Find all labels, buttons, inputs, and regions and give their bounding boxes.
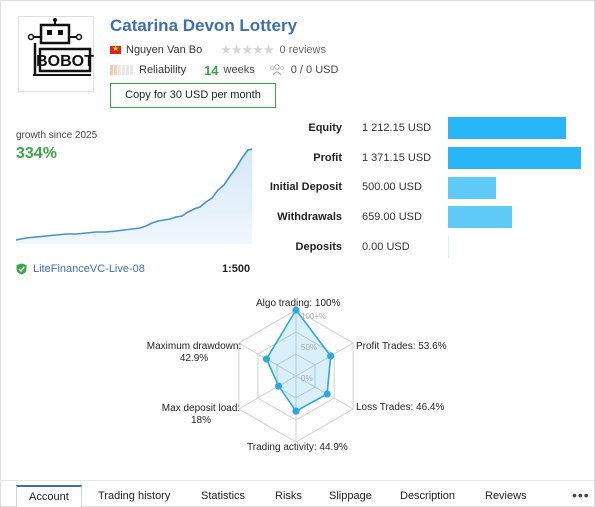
tab-statistics[interactable]: Statistics [201, 490, 246, 502]
signal-title[interactable]: Catarina Devon Lottery [110, 16, 298, 35]
radar-spoke-2 [295, 342, 354, 377]
copy-signal-button[interactable]: Copy for 30 USD per month [110, 83, 276, 108]
radar-label-max-deposit-load: Max deposit load: 18% [156, 403, 246, 427]
radar-label-trading-activity: Trading activity: 44.9% [247, 442, 348, 453]
author-row: Nguyen Van Bo ★★★★★ 0 reviews [110, 42, 326, 57]
more-tabs-icon[interactable]: ••• [572, 487, 590, 503]
stat-value-equity: 1 212.15 USD [362, 122, 432, 134]
stats-row: Reliability 14 weeks 0 / 0 USD [110, 62, 338, 78]
tab-description[interactable]: Description [400, 490, 456, 502]
stat-value-deposits: 0.00 USD [362, 241, 410, 253]
leverage-value: 1:500 [222, 263, 251, 275]
stat-bar-withdrawals [448, 206, 512, 228]
stat-label-initial-deposit: Initial Deposit [269, 181, 342, 193]
verified-shield-icon [16, 263, 27, 275]
logo-text: BOBOT [36, 53, 94, 70]
max-deposit-load-title: Max deposit load: [161, 403, 241, 414]
radar-label-profit-trades: Profit Trades: 53.6% [356, 341, 447, 352]
radar-scale-0: 0% [301, 374, 313, 383]
weeks-label: weeks [223, 64, 255, 76]
tab-bar: Account Trading history Statistics Risks… [0, 480, 595, 507]
growth-label: growth since 2025 [16, 130, 98, 141]
growth-value: 334% [16, 145, 57, 162]
stat-label-withdrawals: Withdrawals [277, 211, 342, 223]
radar-scale-50: 50% [301, 343, 317, 352]
tab-trading-history[interactable]: Trading history [98, 490, 171, 502]
stat-label-profit: Profit [313, 152, 342, 164]
radar-shape [265, 308, 332, 413]
growth-line [16, 148, 252, 241]
tab-slippage[interactable]: Slippage [329, 490, 372, 502]
robot-logo-icon: BOBOT [27, 18, 94, 76]
stat-value-initial-deposit: 500.00 USD [362, 181, 422, 193]
reliability-label: Reliability [139, 64, 187, 76]
stat-label-deposits: Deposits [295, 241, 342, 253]
vietnam-flag-icon [110, 43, 121, 55]
subscribers-value: 0 / 0 USD [290, 64, 339, 76]
radar-point-6 [262, 355, 271, 363]
radar-point-3 [323, 390, 331, 398]
growth-area [16, 149, 252, 244]
tab-account[interactable]: Account [16, 485, 82, 507]
stat-label-equity: Equity [308, 122, 342, 134]
radar-scale-100: 100+% [301, 312, 326, 321]
max-drawdown-title: Maximum drawdown: [146, 341, 242, 352]
stat-value-withdrawals: 659.00 USD [362, 211, 422, 223]
risk-radar-chart[interactable]: 100+% 50% 0% [150, 292, 450, 464]
stat-bar-initial-deposit [448, 177, 497, 199]
radar-spoke-5 [238, 375, 297, 410]
stat-value-profit: 1 371.15 USD [362, 152, 432, 164]
tab-risks[interactable]: Risks [275, 490, 302, 502]
radar-point-5 [275, 382, 283, 390]
radar-label-loss-trades: Loss Trades: 46.4% [356, 402, 445, 413]
growth-chart[interactable] [16, 146, 252, 244]
radar-point-1 [292, 306, 300, 314]
reviews-count[interactable]: 0 reviews [279, 44, 326, 56]
stat-bar-equity [448, 117, 566, 139]
radar-label-algo-trading: Algo trading: 100% [256, 298, 341, 309]
broker-server-link[interactable]: LiteFinanceVC-Live-08 [33, 263, 145, 275]
tab-reviews[interactable]: Reviews [485, 490, 527, 502]
rating-stars-icon: ★★★★★ [220, 42, 274, 57]
radar-label-max-drawdown: Maximum drawdown: 42.9% [142, 341, 246, 365]
reliability-bars-icon [110, 65, 133, 75]
stat-bar-profit [448, 147, 581, 169]
max-deposit-load-value: 18% [190, 415, 211, 426]
radar-points [262, 306, 335, 415]
signal-logo[interactable]: BOBOT [18, 16, 94, 92]
subscribers-icon [269, 64, 285, 76]
author-name[interactable]: Nguyen Van Bo [126, 44, 203, 56]
radar-point-4 [292, 407, 300, 415]
weeks-value: 14 [204, 62, 219, 78]
broker-row: LiteFinanceVC-Live-08 [16, 262, 145, 276]
stat-bar-deposits [448, 236, 449, 258]
radar-point-2 [327, 352, 335, 360]
max-drawdown-value: 42.9% [179, 353, 209, 364]
